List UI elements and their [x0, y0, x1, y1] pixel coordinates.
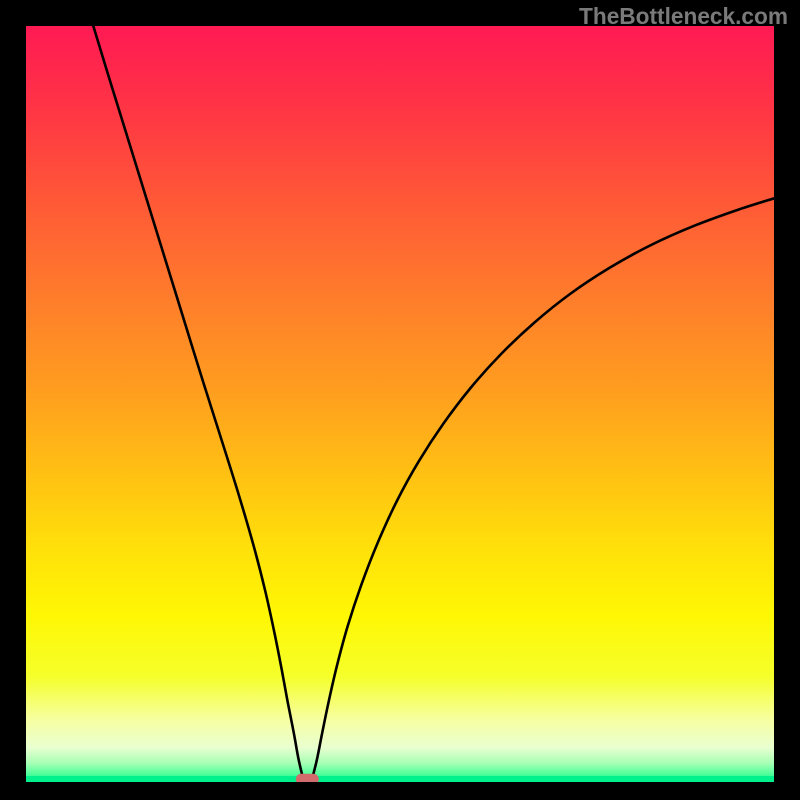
right-curve — [312, 198, 774, 777]
minimum-marker — [296, 774, 318, 782]
chart-container: TheBottleneck.com — [0, 0, 800, 800]
left-curve — [93, 26, 302, 777]
bottleneck-curves — [26, 26, 774, 782]
watermark-text: TheBottleneck.com — [579, 3, 788, 30]
plot-area — [26, 26, 774, 782]
